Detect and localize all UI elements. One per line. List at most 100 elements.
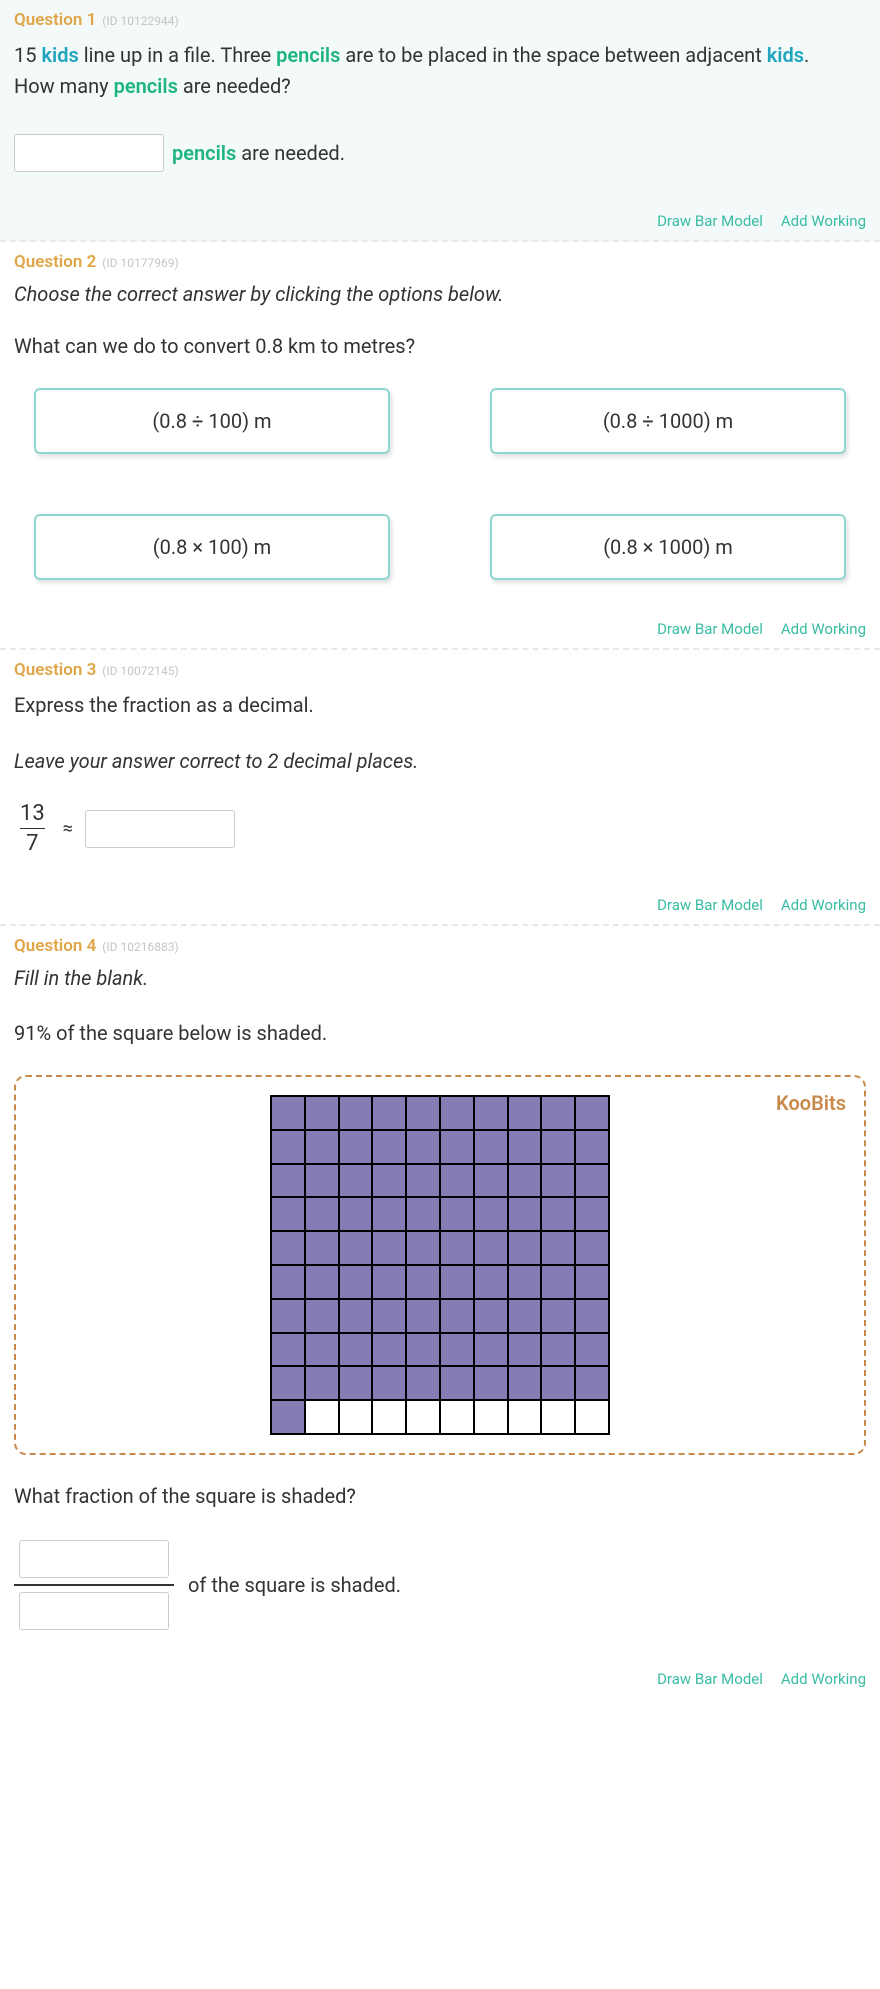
grid-cell	[508, 1197, 542, 1231]
grid-cell	[305, 1197, 339, 1231]
question-1: Question 1 (ID 10122944) 15 kids line up…	[0, 0, 880, 242]
grid-cell	[339, 1096, 373, 1130]
options-grid: (0.8 ÷ 100) m (0.8 ÷ 1000) m (0.8 × 100)…	[14, 388, 866, 580]
question-label: Question 3	[14, 660, 96, 680]
grid-cell	[541, 1265, 575, 1299]
grid-cell	[406, 1231, 440, 1265]
grid-cell	[339, 1197, 373, 1231]
grid-cell	[305, 1130, 339, 1164]
grid-cell	[474, 1164, 508, 1198]
grid-cell	[271, 1164, 305, 1198]
grid-cell	[541, 1231, 575, 1265]
grid-cell	[406, 1130, 440, 1164]
grid-cell	[440, 1299, 474, 1333]
grid-cell	[305, 1366, 339, 1400]
grid-cell	[575, 1333, 609, 1367]
fraction-answer-row: 13 7 ≈	[14, 801, 866, 856]
grid-cell	[575, 1299, 609, 1333]
draw-bar-model-link[interactable]: Draw Bar Model	[657, 212, 763, 230]
grid-cell	[541, 1333, 575, 1367]
grid-cell	[372, 1231, 406, 1265]
grid-cell	[575, 1231, 609, 1265]
grid-cell	[372, 1096, 406, 1130]
grid-cell	[372, 1265, 406, 1299]
grid-cell	[271, 1299, 305, 1333]
grid-cell	[474, 1130, 508, 1164]
denominator-input[interactable]	[19, 1592, 169, 1630]
grid-cell	[508, 1096, 542, 1130]
grid-cell	[406, 1400, 440, 1434]
question-id: (ID 10177969)	[102, 256, 178, 270]
add-working-link[interactable]: Add Working	[781, 212, 866, 230]
question-2: Question 2 (ID 10177969) Choose the corr…	[0, 242, 880, 650]
grid-cell	[339, 1299, 373, 1333]
question-id: (ID 10072145)	[102, 664, 178, 678]
grid-cell	[339, 1164, 373, 1198]
grid-cell	[508, 1164, 542, 1198]
numerator-input[interactable]	[19, 1540, 169, 1578]
grid-cell	[541, 1164, 575, 1198]
question-header: Question 2 (ID 10177969)	[14, 252, 866, 272]
figure-box: KooBits	[14, 1075, 866, 1455]
question-text-line-2: How many pencils are needed?	[14, 71, 866, 102]
option-d[interactable]: (0.8 × 1000) m	[490, 514, 846, 580]
keyword-pencils: pencils	[276, 43, 340, 67]
grid-cell	[372, 1400, 406, 1434]
grid-cell	[406, 1164, 440, 1198]
keyword-kids: kids	[41, 43, 78, 67]
draw-bar-model-link[interactable]: Draw Bar Model	[657, 1670, 763, 1688]
option-b[interactable]: (0.8 ÷ 1000) m	[490, 388, 846, 454]
decimal-answer-input[interactable]	[85, 810, 235, 848]
add-working-link[interactable]: Add Working	[781, 620, 866, 638]
draw-bar-model-link[interactable]: Draw Bar Model	[657, 896, 763, 914]
grid-cell	[575, 1366, 609, 1400]
add-working-link[interactable]: Add Working	[781, 1670, 866, 1688]
grid-cell	[406, 1333, 440, 1367]
grid-cell	[406, 1265, 440, 1299]
fraction-display: 13 7	[14, 801, 51, 856]
grid-cell	[541, 1366, 575, 1400]
shaded-grid	[270, 1095, 610, 1435]
grid-cell	[508, 1130, 542, 1164]
grid-cell	[440, 1366, 474, 1400]
question-body: 15 kids line up in a file. Three pencils…	[14, 40, 866, 172]
grid-cell	[474, 1096, 508, 1130]
question-line-1: Express the fraction as a decimal.	[14, 690, 866, 721]
grid-cell	[440, 1096, 474, 1130]
grid-cell	[440, 1333, 474, 1367]
fraction-denominator: 7	[20, 828, 44, 856]
question-header: Question 3 (ID 10072145)	[14, 660, 866, 680]
question-label: Question 1	[14, 10, 96, 30]
approx-symbol: ≈	[63, 818, 73, 839]
grid-cell	[474, 1265, 508, 1299]
grid-cell	[541, 1096, 575, 1130]
option-c[interactable]: (0.8 × 100) m	[34, 514, 390, 580]
grid-cell	[305, 1096, 339, 1130]
grid-cell	[271, 1130, 305, 1164]
grid-cell	[339, 1265, 373, 1299]
grid-cell	[271, 1333, 305, 1367]
grid-cell	[575, 1400, 609, 1434]
question-label: Question 2	[14, 252, 96, 272]
grid-cell	[271, 1400, 305, 1434]
grid-cell	[474, 1231, 508, 1265]
question-id: (ID 10216883)	[102, 940, 178, 954]
grid-cell	[575, 1265, 609, 1299]
question-statement: 91% of the square below is shaded.	[14, 1018, 866, 1049]
grid-cell	[474, 1299, 508, 1333]
grid-cell	[372, 1197, 406, 1231]
grid-cell	[508, 1366, 542, 1400]
answer-input[interactable]	[14, 134, 164, 172]
grid-cell	[508, 1333, 542, 1367]
question-actions: Draw Bar Model Add Working	[14, 896, 866, 914]
grid-cell	[508, 1231, 542, 1265]
grid-cell	[440, 1400, 474, 1434]
option-a[interactable]: (0.8 ÷ 100) m	[34, 388, 390, 454]
answer-line: pencils are needed.	[14, 134, 866, 172]
grid-cell	[474, 1400, 508, 1434]
add-working-link[interactable]: Add Working	[781, 896, 866, 914]
draw-bar-model-link[interactable]: Draw Bar Model	[657, 620, 763, 638]
grid-cell	[372, 1164, 406, 1198]
question-actions: Draw Bar Model Add Working	[14, 620, 866, 638]
question-id: (ID 10122944)	[102, 14, 178, 28]
